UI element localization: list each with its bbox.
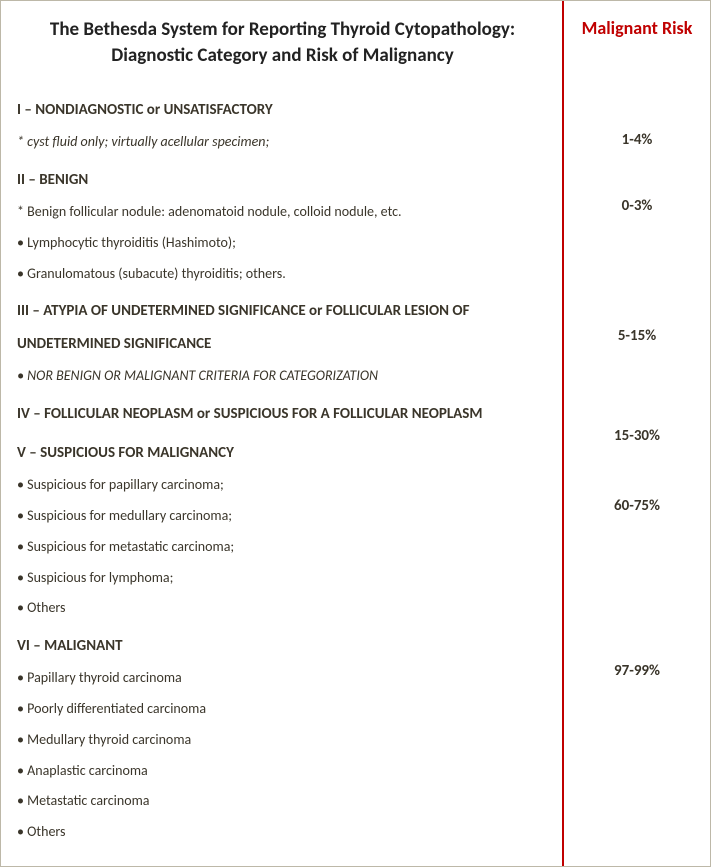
category-sub-item: • Others (17, 817, 548, 848)
category-sub-item: • Papillary thyroid carcinoma (17, 663, 548, 694)
category-sub-item: • Suspicious for metastatic carcinoma; (17, 532, 548, 563)
category-sub-item: • Suspicious for papillary carcinoma; (17, 470, 548, 501)
category-heading: I – NONDIAGNOSTIC or UNSATISFACTORY (17, 94, 548, 127)
risk-column: Malignant Risk 1-4% 0-3% 5-15% 15-30% 60-75%… (562, 1, 710, 866)
category-heading: V – SUSPICIOUS FOR MALIGNANCY (17, 437, 548, 470)
category-sub-item: • NOR BENIGN OR MALIGNANT CRITERIA FOR C… (17, 361, 548, 392)
risk-value: 97-99% (572, 655, 702, 688)
category-sub-item: • Granulomatous (subacute) thyroiditis; … (17, 259, 548, 290)
risk-value: 0-3% (572, 190, 702, 223)
category-heading: III – ATYPIA OF UNDETERMINED SIGNIFICANC… (17, 295, 548, 361)
risk-value: 1-4% (572, 124, 702, 157)
category-sub-item: • Others (17, 593, 548, 624)
risk-value: 15-30% (572, 420, 702, 453)
risk-value: 5-15% (572, 320, 702, 353)
category-sub-item: • Metastatic carcinoma (17, 786, 548, 817)
category-sub-item: • Suspicious for medullary carcinoma; (17, 501, 548, 532)
category-sub-item: • Anaplastic carcinoma (17, 756, 548, 787)
category-sub-item: • Poorly differentiated carcinoma (17, 694, 548, 725)
category-sub-item: * cyst fluid only; virtually acellular s… (17, 127, 548, 158)
category-heading: II – BENIGN (17, 164, 548, 197)
main-title: The Bethesda System for Reporting Thyroi… (17, 17, 548, 68)
category-sub-item: • Lymphocytic thyroiditis (Hashimoto); (17, 228, 548, 259)
category-sub-item: • Suspicious for lymphoma; (17, 563, 548, 594)
risk-value: 60-75% (572, 490, 702, 523)
risks-container: 1-4% 0-3% 5-15% 15-30% 60-75% 97-99% (572, 60, 702, 840)
category-sub-item: • Medullary thyroid carcinoma (17, 725, 548, 756)
side-title: Malignant Risk (572, 17, 702, 40)
category-sub-item: * Benign follicular nodule: adenomatoid … (17, 197, 548, 228)
page: The Bethesda System for Reporting Thyroi… (0, 0, 711, 867)
categories-container: I – NONDIAGNOSTIC or UNSATISFACTORY* cys… (17, 94, 548, 848)
category-heading: VI – MALIGNANT (17, 630, 548, 663)
main-column: The Bethesda System for Reporting Thyroi… (1, 1, 562, 866)
category-heading: IV – FOLLICULAR NEOPLASM or SUSPICIOUS F… (17, 398, 548, 431)
